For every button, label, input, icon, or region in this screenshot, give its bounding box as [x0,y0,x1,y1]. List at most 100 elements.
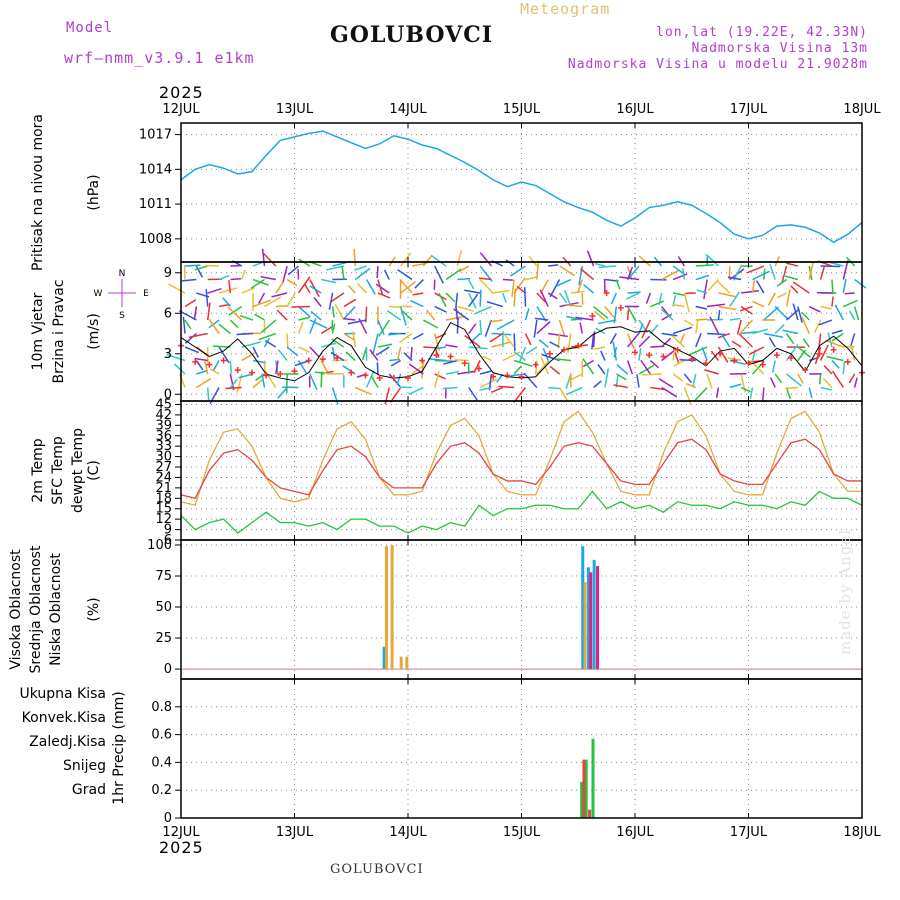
wind-barb [558,319,565,336]
wind-barb [510,373,526,377]
wind-barb [548,332,568,338]
wind-gust-marker [773,352,780,359]
wind-barb [808,305,821,313]
wind-barb [842,361,846,375]
wind-barb [709,316,720,334]
wind-barb [468,279,475,290]
wind-gust-marker [816,350,823,357]
wind-barb [188,332,208,339]
wind-barb [850,333,856,347]
wind-barb [478,277,492,281]
legend-dir-e: E [143,289,149,299]
wind-barb [834,304,844,321]
wind-gust-marker [433,352,440,359]
wind-gust-marker [319,356,326,363]
wind-barb [684,319,694,326]
y-tick-label: 9 [164,523,172,538]
wind-barb [579,322,583,334]
wind-barb [658,378,674,389]
wind-barb [396,373,402,386]
wind-barb [814,319,822,334]
y-tick-label: 0.2 [151,783,172,798]
wind-barb [422,319,439,329]
wind-barb [706,373,713,390]
wind-barb [227,306,243,321]
wind-barb [749,387,754,400]
wind-barb [729,317,741,321]
wind-barb [365,279,376,295]
wind-barb [707,303,726,308]
wind-barb [236,332,254,336]
x-tick-top-12JUL: 12JUL [162,102,200,117]
wind-barb [345,351,356,362]
wind-barb [774,373,783,384]
wind-barb [627,291,641,294]
wind-barb [784,386,798,390]
wind-barb [850,346,856,361]
y-tick-label: 1008 [139,232,172,247]
wind-barb [636,374,640,388]
wind-barb [842,260,849,280]
y-tick-label: 1017 [139,128,172,143]
wind-barb [304,283,311,294]
wind-barb [740,386,751,393]
wind-barb [445,344,458,348]
wind-barb [433,370,440,388]
wind-barb [403,352,413,362]
wind-barb [672,304,685,308]
wind-barb [695,274,710,281]
wind-barb [591,333,595,350]
legend-dir-n: N [119,269,126,279]
wind-barb [377,292,391,299]
year-bottom: 2025 [159,838,204,857]
wind-barb-layer [166,248,867,405]
wind-barb [774,256,781,267]
y-tick-label: 1014 [139,162,172,177]
wind-barb [786,373,802,387]
x-tick-top-17JUL: 17JUL [730,102,768,117]
wind-barb [818,373,822,385]
wind-barb [844,292,855,295]
wind-barb [331,306,335,318]
wind-gust-marker [192,358,199,365]
y-tick-label: 1011 [139,197,172,212]
wind-barb [819,344,829,361]
wind-barb [831,279,834,295]
legend-precip-2: Zaledj.Kisa [29,734,106,750]
wind-gust-marker [844,358,851,365]
wind-barb [820,305,832,310]
y-tick-label: 9 [164,266,172,281]
wind-barb [683,373,692,384]
wind-barb [254,313,265,321]
wind-barb [782,329,799,335]
wind-barb [212,360,220,372]
legend-precip-1: Konvek.Kisa [22,710,106,726]
wind-barb [767,292,776,306]
wind-barb [390,359,402,367]
wind-barb [294,359,311,367]
wind-barb [688,346,708,356]
wind-barb [252,346,259,358]
wind-barb [241,287,255,294]
cloud-bar [384,546,388,670]
wind-barb [326,265,345,271]
wind-barb [195,265,204,278]
wind-gust-marker [461,360,468,367]
wind-barb [502,292,507,303]
wind-barb [313,297,322,307]
wind-barb [582,358,595,375]
wind-gust-marker [617,304,624,311]
wind-gust-marker [376,375,383,382]
wind-barb [260,276,276,281]
legend-precip-0: Ukupna Kisa [19,686,106,702]
y-tick-label: 30 [155,450,172,465]
wind-barb [660,308,674,321]
wind-barb [650,386,666,391]
wind-barb [265,340,277,348]
wind-barb [453,308,470,321]
unit-label-wind: (m/s) [86,313,102,350]
wind-barb [389,387,402,403]
wind-barb [434,265,444,284]
wind-gust-marker [348,369,355,376]
wind-barb [822,378,833,389]
